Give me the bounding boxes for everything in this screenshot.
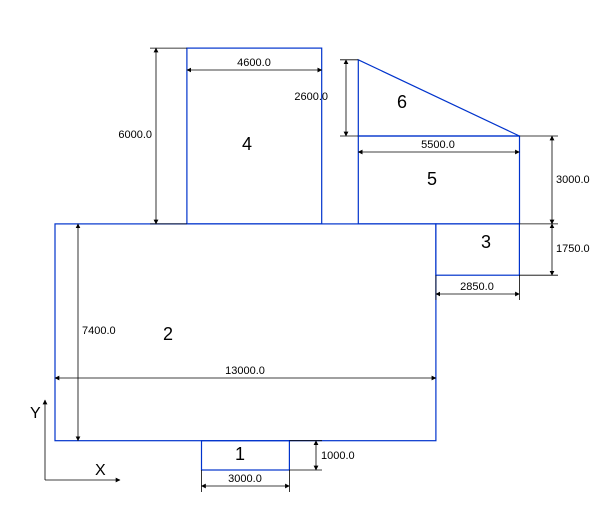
region-1-label: 1 — [235, 444, 245, 464]
dim-3000v-label: 3000.0 — [556, 174, 590, 186]
dim-5500-label: 5500.0 — [421, 139, 455, 151]
region-4 — [187, 48, 322, 224]
region-6 — [358, 60, 519, 136]
dim-6000-label: 6000.0 — [118, 129, 152, 141]
region-6-label: 6 — [397, 92, 407, 112]
region-1 — [202, 441, 290, 470]
region-5-label: 5 — [427, 169, 437, 189]
region-3 — [436, 224, 520, 275]
dim-7400-label: 7400.0 — [82, 325, 116, 337]
region-3-label: 3 — [481, 232, 491, 252]
dim-1750-label: 1750.0 — [556, 243, 590, 255]
dim-2600-label: 2600.0 — [294, 91, 328, 103]
dim-3000-label: 3000.0 — [228, 473, 262, 485]
region-4-label: 4 — [242, 134, 252, 154]
dim-4600-label: 4600.0 — [237, 57, 271, 69]
region-2-label: 2 — [163, 324, 173, 344]
dim-2850-label: 2850.0 — [460, 281, 494, 293]
dim-1000-label: 1000.0 — [321, 450, 355, 462]
axis-x-label: X — [95, 462, 106, 479]
axis-y-label: Y — [30, 405, 41, 422]
dim-13000-label: 13000.0 — [225, 365, 265, 377]
